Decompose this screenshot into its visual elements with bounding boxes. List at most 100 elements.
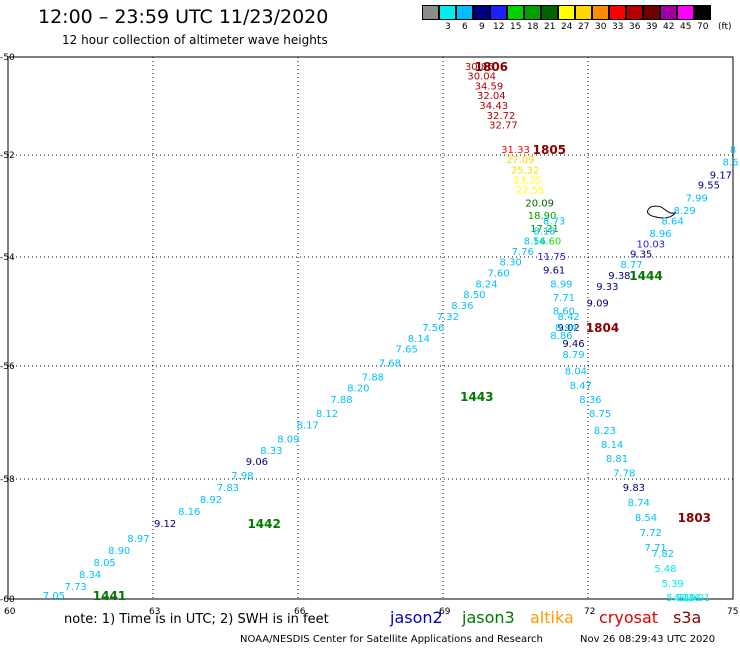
swh-value: 8.94 [555,323,577,334]
credit-line: NOAA/NESDIS Center for Satellite Applica… [240,634,543,645]
scale-swatch [643,5,660,20]
swh-value: 9.17 [710,170,732,181]
scale-label: 24 [561,22,573,32]
swh-value: 27.09 [506,155,535,166]
creation-timestamp: Nov 26 08:29:43 UTC 2020 [580,634,716,645]
swh-value: 8.74 [628,498,650,509]
swh-value: 7.78 [613,468,635,479]
swh-value: 8.36 [451,301,473,312]
swh-value: 32.77 [489,121,518,132]
swh-value: 8.90 [108,546,130,557]
swh-value: 9.33 [596,282,618,293]
swh-value: 7.98 [231,471,253,482]
scale-swatch [558,5,575,20]
map-grid [8,57,733,599]
scale-swatch [677,5,694,20]
scale-label: 9 [479,22,485,32]
scale-swatch [473,5,490,20]
swh-value: 8.14 [408,334,430,345]
scale-swatch [524,5,541,20]
swh-value: 8.09 [277,434,299,445]
swh-value: 9.46 [562,339,584,350]
satellite-s3a: s3a [673,608,702,627]
swh-value: 8.34 [79,570,101,581]
scale-label: 39 [646,22,658,32]
swh-value: 7.83 [217,483,239,494]
pass-number-label: 1441 [93,589,126,603]
scale-swatch [456,5,473,20]
satellite-altika: altika [530,608,574,627]
swh-value: 5.48 [654,564,676,575]
swh-value: 8.56 [524,237,546,248]
swh-value: 8.14 [601,440,623,451]
swh-value: 9.83 [623,483,645,494]
scale-label: 12 [493,22,505,32]
satellite-jason3: jason3 [462,608,515,627]
swh-value: 8.30 [500,257,522,268]
swh-value: 7.72 [640,528,662,539]
swh-value: 7.99 [686,193,708,204]
swh-value: 8.18 [533,227,555,238]
scale-label: 18 [527,22,539,32]
swh-value: 8.47 [570,381,592,392]
swh-value: 8.33 [260,446,282,457]
swh-value: 9.61 [543,266,565,277]
scale-label: 30 [595,22,607,32]
map-frame [7,56,734,600]
swh-value: 8.6 [723,158,739,169]
swh-value: 8.81 [606,454,628,465]
swh-value: 8.50 [463,290,485,301]
swh-value: 20.09 [525,198,554,209]
swh-value: 9.55 [698,181,720,192]
scale-swatch [660,5,677,20]
swh-value: 9.09 [587,298,609,309]
swh-value: 25.32 [511,165,540,176]
swh-value: 8 [730,145,736,156]
swh-value: 3.26 [678,593,700,604]
swh-value: 8.97 [127,534,149,545]
swh-value: 8.77 [620,260,642,271]
swh-value: 9.02 [558,323,580,334]
scale-label: 15 [510,22,522,32]
scale-swatch [541,5,558,20]
footnote: note: 1) Time is in UTC; 2) SWH is in fe… [64,612,329,627]
swh-value: 8.60 [553,307,575,318]
swh-value: 30.86 [465,62,494,73]
swh-value: 32.72 [487,111,516,122]
scale-swatch [575,5,592,20]
swh-value: 34.59 [475,81,504,92]
scale-label: 70 [697,22,709,32]
swh-value: 9.35 [630,249,652,260]
swh-value: 14.60 [533,237,562,248]
swh-value: 7.68 [379,358,401,369]
swh-value: 7.32 [437,312,459,323]
swh-value: 8.64 [661,216,683,227]
swh-value: 7.71 [553,293,575,304]
swh-value: 7.56 [422,323,444,334]
pass-number-label: 1804 [586,321,619,335]
swh-value: 10.03 [637,239,666,250]
scale-label: 36 [629,22,641,32]
swh-value: 9.38 [608,271,630,282]
pass-number-label: 1806 [475,60,508,74]
scale-label: 33 [612,22,624,32]
swh-value: 9.12 [154,519,176,530]
swh-value: 8.79 [562,350,584,361]
x-tick-label: 75 [727,607,738,617]
x-tick-label: 66 [294,607,306,617]
scale-swatch [422,5,439,20]
scale-label: 27 [578,22,590,32]
swh-value: 34.43 [479,101,508,112]
swh-value: 8.20 [347,384,369,395]
pass-number-label: 1805 [533,143,566,157]
swh-value: 8.42 [558,312,580,323]
swh-value: 5.39 [661,579,683,590]
pass-number-label: 1444 [629,269,662,283]
swh-value: 8.16 [178,507,200,518]
scale-swatch [439,5,456,20]
swh-value: 7.05 [43,591,65,602]
x-tick-label: 72 [584,607,595,617]
scale-label: 6 [462,22,468,32]
